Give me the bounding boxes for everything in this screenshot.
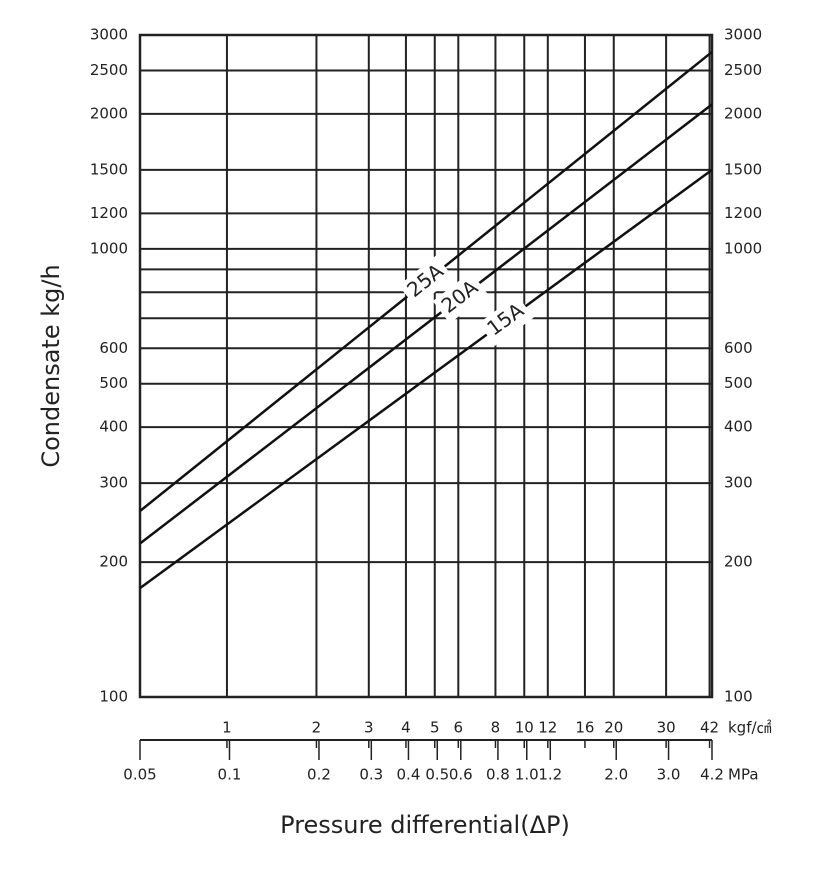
y-tick-label-right: 1200 [724, 204, 762, 222]
y-tick-label: 200 [99, 553, 128, 571]
y-tick-label: 600 [99, 339, 128, 357]
x2-tick-label: 2 [312, 719, 322, 737]
x2-tick-label: 5 [430, 719, 440, 737]
plot-frame [138, 33, 714, 699]
series-label-bg [478, 294, 534, 346]
x-axis-label: Pressure differential(ΔP) [280, 811, 570, 839]
x-tick-label: 1.0 [515, 766, 539, 784]
series-label-group: 15A [478, 294, 534, 346]
x-tick-label: 0.8 [486, 766, 510, 784]
x2-tick-label: 3 [364, 719, 374, 737]
x-unit: MPa [728, 766, 759, 784]
x2-tick-label: 4 [401, 719, 411, 737]
y-tick-label: 500 [99, 374, 128, 392]
x2-tick-label: 8 [491, 719, 501, 737]
x-tick-label: 1.2 [538, 766, 562, 784]
y-tick-label-right: 600 [724, 339, 753, 357]
y-tick-label-right: 2500 [724, 61, 762, 79]
series-label-bg [432, 271, 488, 324]
y-tick-label: 2000 [90, 104, 128, 122]
x-tick-label: 0.05 [123, 766, 156, 784]
y-tick-label: 300 [99, 474, 128, 492]
y-tick-label-right: 100 [724, 688, 753, 706]
y-tick-label: 3000 [90, 26, 128, 44]
y-tick-label: 1000 [90, 239, 128, 257]
y-tick-label: 2500 [90, 61, 128, 79]
x2-unit: kgf/㎠ [728, 719, 772, 737]
series-line [139, 168, 713, 590]
y-tick-label-right: 3000 [724, 26, 762, 44]
y-tick-label: 400 [99, 418, 128, 436]
series-line [139, 103, 713, 545]
x-tick-label: 0.2 [307, 766, 331, 784]
x2-tick-label: 16 [575, 719, 594, 737]
y-tick-label: 1500 [90, 160, 128, 178]
x-tick-label: 4.2 [700, 766, 724, 784]
series-label-bg [398, 255, 454, 308]
x-tick-label: 0.1 [218, 766, 242, 784]
x-tick-label: 0.6 [449, 766, 473, 784]
y-tick-label-right: 2000 [724, 104, 762, 122]
x-tick-label: 2.0 [604, 766, 628, 784]
x2-tick-label: 10 [515, 719, 534, 737]
x-tick-label: 0.5 [425, 766, 449, 784]
y-tick-label-right: 400 [724, 418, 753, 436]
x2-tick-label: 20 [604, 719, 623, 737]
y-tick-label-right: 1500 [724, 160, 762, 178]
y-tick-label: 1200 [90, 204, 128, 222]
x-tick-label: 0.4 [397, 766, 421, 784]
x2-tick-label: 6 [454, 719, 464, 737]
x-tick-label: 3.0 [657, 766, 681, 784]
x2-tick-label: 1 [222, 719, 232, 737]
y-axis-label: Condensate kg/h [37, 264, 65, 467]
x2-tick-label: 42 [700, 719, 719, 737]
y-tick-label-right: 200 [724, 553, 753, 571]
x-tick-label: 0.3 [359, 766, 383, 784]
x2-tick-label: 12 [538, 719, 557, 737]
y-tick-label-right: 1000 [724, 239, 762, 257]
x2-tick-label: 30 [657, 719, 676, 737]
y-tick-label-right: 500 [724, 374, 753, 392]
y-tick-label-right: 300 [724, 474, 753, 492]
y-tick-label: 100 [99, 688, 128, 706]
